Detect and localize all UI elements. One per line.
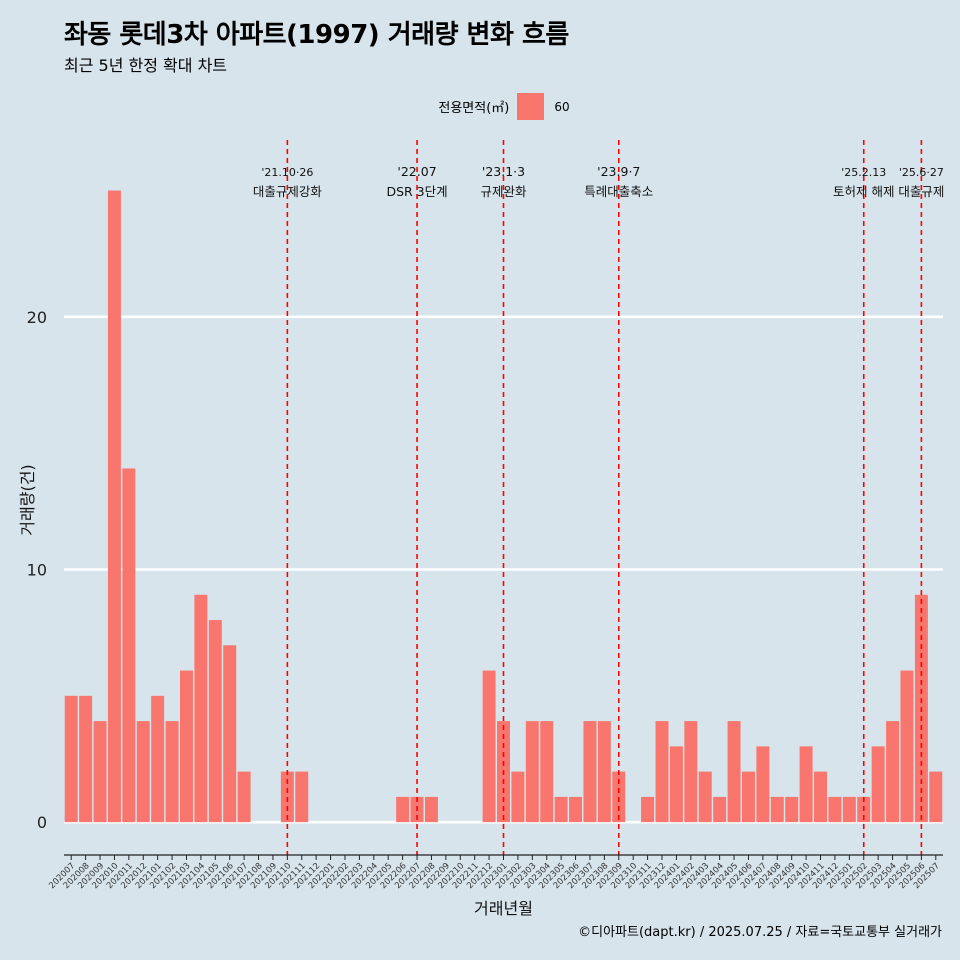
annotation-label: DSR 3단계 (386, 184, 447, 199)
bar (482, 670, 496, 823)
chart-subtitle: 최근 5년 한정 확대 차트 (64, 56, 228, 75)
bar (540, 721, 554, 823)
bar (641, 796, 655, 823)
bar (136, 721, 150, 823)
y-tick-label: 10 (27, 561, 47, 580)
annotation-label: 대출규제 (898, 184, 944, 199)
bar (727, 721, 741, 823)
bar (396, 796, 410, 823)
bar (929, 771, 943, 823)
bar (208, 620, 222, 823)
annotation-date: '21.10·26 (261, 166, 313, 179)
bar (295, 771, 309, 823)
bar (79, 695, 93, 823)
source-caption: ©디아파트(dapt.kr) / 2025.07.25 / 자료=국토교통부 실… (578, 925, 942, 940)
annotation-label: 대출규제강화 (253, 184, 323, 199)
annotations: '21.10·26 대출규제강화 '22.07 DSR 3단계 '23.1·3 규제완화 '… (253, 140, 944, 855)
y-axis-title: 거래량(건) (18, 464, 37, 535)
axes: 0102020200720200820200920201020201120201… (18, 308, 943, 918)
legend-label: 60 (554, 99, 570, 114)
bar (886, 721, 900, 823)
annotation-label: 규제완화 (480, 184, 527, 199)
bar (900, 670, 914, 823)
bar (151, 695, 165, 823)
legend: 전용면적(㎡) 60 (0, 93, 960, 120)
chart-title: 좌동 롯데3차 아파트(1997) 거래량 변화 흐름 (64, 20, 569, 50)
bar (612, 771, 626, 823)
bar (107, 190, 121, 823)
bar (194, 594, 208, 823)
bar (511, 771, 525, 823)
bar (770, 796, 784, 823)
bar (684, 721, 698, 823)
legend-key-swatch (517, 93, 545, 120)
annotation-date: '22.07 (397, 164, 436, 179)
bar (554, 796, 568, 823)
bar (597, 721, 611, 823)
annotation-label: 토허제 해제 (833, 184, 894, 199)
bar (828, 796, 842, 823)
bar (93, 721, 107, 823)
bar (814, 771, 828, 823)
bar (237, 771, 251, 823)
bar (583, 721, 597, 823)
bar (424, 796, 438, 823)
bar (756, 746, 770, 823)
bar (669, 746, 683, 823)
bars (64, 190, 943, 823)
bar (871, 746, 885, 823)
bar (64, 695, 78, 823)
x-axis-title: 거래년월 (474, 899, 533, 918)
bar (122, 468, 136, 823)
bar (569, 796, 583, 823)
bar (785, 796, 799, 823)
bar (179, 670, 193, 823)
annotation-date: '25.6·27 (899, 166, 944, 179)
y-tick-label: 20 (27, 308, 47, 327)
annotation-date: '23.1·3 (482, 164, 525, 179)
bar (223, 645, 237, 823)
legend-title: 전용면적(㎡) (438, 101, 510, 116)
bar (655, 721, 669, 823)
bar (698, 771, 712, 823)
annotation-date: '25.2.13 (841, 166, 886, 179)
bar (165, 721, 179, 823)
bar (713, 796, 727, 823)
annotation-label: 특례대출축소 (584, 184, 653, 199)
y-tick-label: 0 (37, 813, 47, 832)
annotation-date: '23.9·7 (597, 164, 640, 179)
bar (741, 771, 755, 823)
bar (842, 796, 856, 823)
bar (799, 746, 813, 823)
bar (280, 771, 294, 823)
bar (525, 721, 539, 823)
